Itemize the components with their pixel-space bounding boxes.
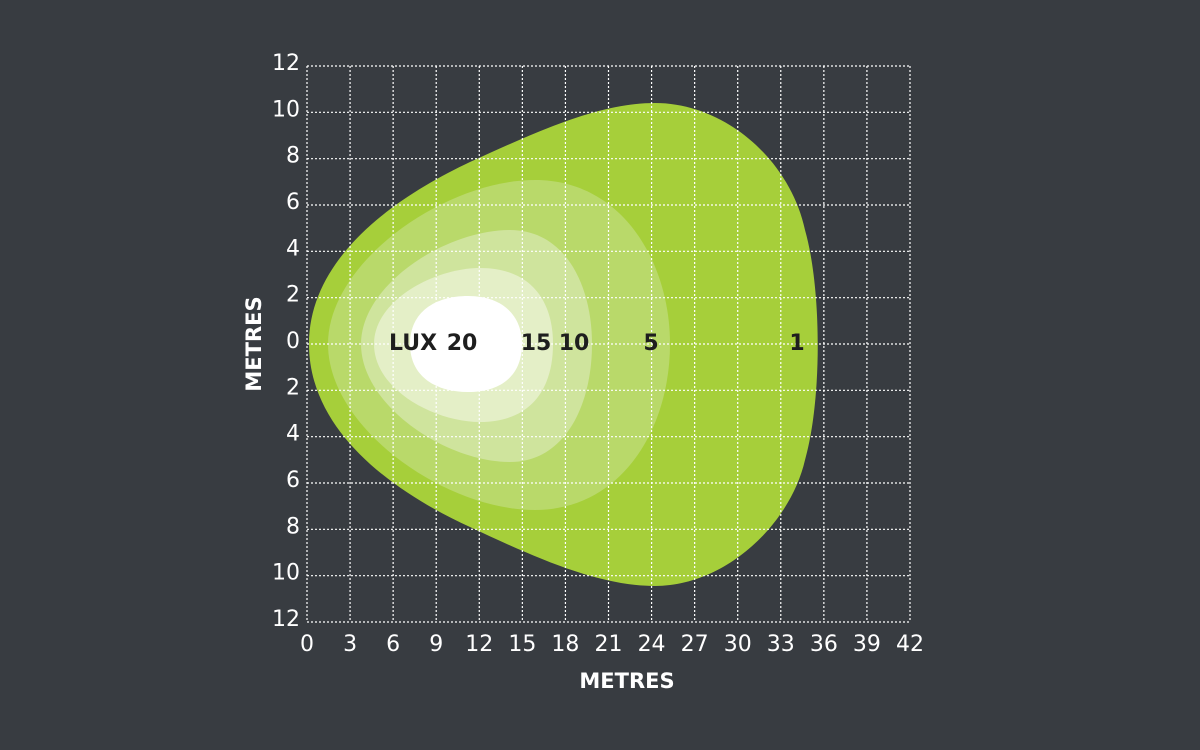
level-label: 20 — [447, 331, 478, 356]
level-label: 15 — [521, 331, 552, 356]
x-tick-label: 3 — [343, 632, 357, 657]
levels-title: LUX — [389, 331, 437, 356]
y-tick-label: 6 — [286, 468, 300, 493]
y-tick-label: 10 — [272, 97, 300, 122]
y-tick-label: 2 — [286, 375, 300, 400]
y-tick-label: 8 — [286, 514, 300, 539]
x-tick-label: 9 — [429, 632, 443, 657]
y-tick-label: 0 — [286, 329, 300, 354]
x-tick-label: 30 — [724, 632, 752, 657]
x-tick-label: 15 — [508, 632, 536, 657]
x-tick-label: 6 — [386, 632, 400, 657]
level-label: 10 — [559, 331, 590, 356]
x-tick-label: 33 — [767, 632, 795, 657]
y-axis-title: METRES — [242, 296, 266, 391]
y-tick-label: 6 — [286, 190, 300, 215]
y-tick-label: 2 — [286, 283, 300, 308]
x-tick-label: 39 — [853, 632, 881, 657]
y-tick-label: 8 — [286, 144, 300, 169]
x-tick-label: 21 — [595, 632, 623, 657]
level-label: 5 — [643, 331, 658, 356]
y-tick-label: 4 — [286, 422, 300, 447]
y-tick-label: 12 — [272, 607, 300, 632]
x-tick-label: 27 — [681, 632, 709, 657]
x-tick-label: 12 — [465, 632, 493, 657]
y-tick-label: 10 — [272, 561, 300, 586]
level-label: 1 — [789, 331, 804, 356]
contour — [410, 296, 522, 392]
y-tick-label: 4 — [286, 236, 300, 261]
x-tick-label: 36 — [810, 632, 838, 657]
x-tick-label: 18 — [551, 632, 579, 657]
x-tick-label: 42 — [896, 632, 924, 657]
x-tick-label: 24 — [638, 632, 666, 657]
x-axis-title: METRES — [579, 669, 674, 693]
x-tick-label: 0 — [300, 632, 314, 657]
y-tick-label: 12 — [272, 51, 300, 76]
